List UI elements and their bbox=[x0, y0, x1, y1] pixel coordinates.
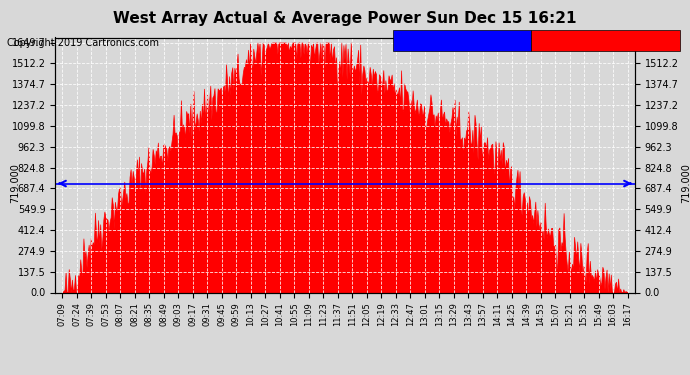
Text: West Array  (DC Watts): West Array (DC Watts) bbox=[549, 36, 662, 45]
Text: Average  (DC Watts): Average (DC Watts) bbox=[413, 36, 512, 45]
Text: West Array Actual & Average Power Sun Dec 15 16:21: West Array Actual & Average Power Sun De… bbox=[113, 11, 577, 26]
Text: 719.000: 719.000 bbox=[681, 164, 690, 204]
Text: 719.000: 719.000 bbox=[10, 164, 21, 204]
Text: Copyright 2019 Cartronics.com: Copyright 2019 Cartronics.com bbox=[7, 38, 159, 48]
